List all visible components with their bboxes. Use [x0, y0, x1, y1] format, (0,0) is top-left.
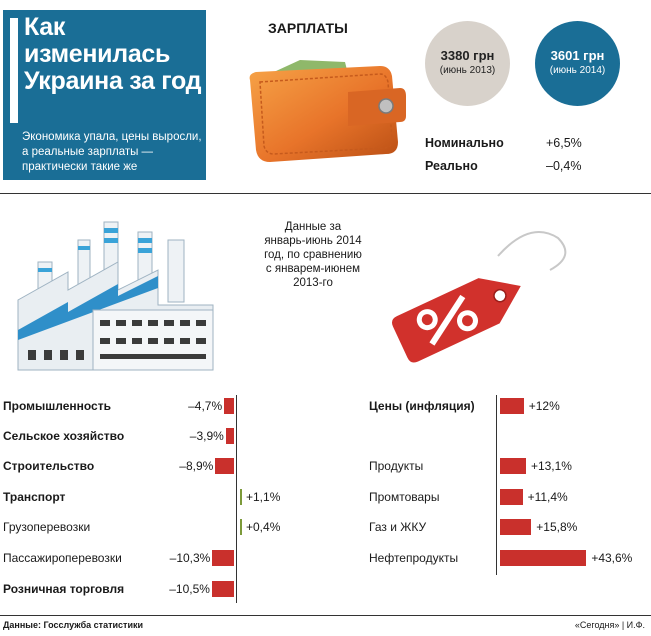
production-bar: [240, 489, 243, 505]
factory-icon: [17, 221, 214, 371]
production-row-label: Сельское хозяйство: [3, 429, 125, 443]
real-value: –0,4%: [546, 159, 582, 173]
production-row-label: Транспорт: [3, 490, 66, 504]
source-note: Данные: Госслужба статистики: [3, 620, 144, 630]
production-value: –10,5%: [169, 582, 210, 596]
prices-value: +13,1%: [530, 459, 572, 473]
real-label: Реально: [425, 159, 478, 173]
production-value: –3,9%: [189, 429, 224, 443]
salary-2014-period: (июнь 2014): [549, 65, 606, 76]
production-value: –8,9%: [179, 459, 214, 473]
section-divider-top: [0, 193, 651, 194]
production-bar: [240, 519, 242, 535]
production-bar: [224, 398, 234, 414]
nominal-label: Номинально: [425, 136, 504, 150]
prices-bar: [500, 550, 587, 566]
production-bar: [225, 428, 234, 444]
production-row-label: Промышленность: [3, 399, 111, 413]
prices-row-label: Промтовары: [369, 490, 440, 504]
title-accent-bar: [10, 18, 18, 123]
prices-row-label: Продукты: [369, 459, 424, 473]
credit-note: «Сегодня» | И.Ф.: [574, 620, 645, 630]
production-value: +1,1%: [246, 490, 281, 504]
production-value: –4,7%: [188, 399, 223, 413]
prices-value: +43,6%: [591, 551, 633, 565]
title-box: Как изменилась Украина за год Экономика …: [3, 10, 206, 180]
salary-2013-circle: 3380 грн (июнь 2013): [425, 21, 510, 106]
production-row-label: Пассажироперевозки: [3, 551, 122, 565]
production-row-label: Розничная торговля: [3, 582, 125, 596]
production-value: +0,4%: [246, 520, 281, 534]
salaries-label: ЗАРПЛАТЫ: [268, 20, 348, 36]
prices-axis: [496, 395, 497, 575]
production-row-label: Грузоперевозки: [3, 520, 91, 534]
production-value: –10,3%: [169, 551, 211, 565]
production-axis: [236, 395, 237, 603]
prices-row-label: Цены (инфляция): [369, 399, 475, 413]
prices-row-label: Газ и ЖКУ: [369, 520, 427, 534]
page-subtitle: Экономика упала, цены выросли, а реальны…: [22, 131, 202, 173]
production-bar: [212, 550, 234, 566]
price-tag-icon: [392, 231, 567, 363]
salary-2013-amount: 3380 грн: [440, 48, 495, 63]
nominal-value: +6,5%: [546, 136, 582, 150]
wallet-icon: [249, 60, 406, 162]
production-bar: [211, 581, 234, 597]
production-row-label: Строительство: [3, 459, 95, 473]
prices-bar: [500, 489, 523, 505]
prices-bar: [500, 519, 532, 535]
prices-value: +11,4%: [527, 490, 568, 504]
prices-bar: [500, 458, 526, 474]
salary-2014-circle: 3601 грн (июнь 2014): [535, 21, 620, 106]
salary-2014-amount: 3601 грн: [550, 48, 605, 63]
prices-bar: [500, 398, 524, 414]
salary-2013-period: (июнь 2013): [439, 65, 496, 76]
prices-row-label: Нефтепродукты: [369, 551, 459, 565]
prices-value: +15,8%: [536, 520, 578, 534]
period-note: Данные за январь-июнь 2014 год, по сравн…: [264, 221, 362, 289]
production-bar: [215, 458, 234, 474]
prices-value: +12%: [528, 399, 560, 413]
page-title: Как изменилась Украина за год: [24, 13, 202, 95]
section-divider-bottom: [0, 615, 651, 616]
